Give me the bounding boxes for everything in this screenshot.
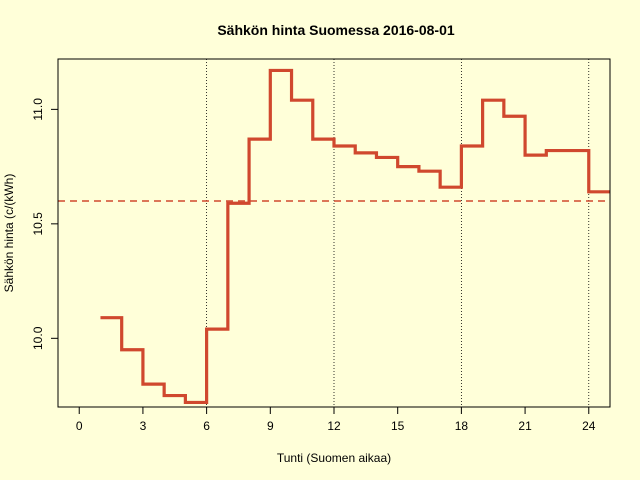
x-tick-label: 18 <box>455 419 469 433</box>
price-step-line <box>100 68 610 405</box>
y-tick-label: 10.5 <box>31 212 45 236</box>
chart-title: Sähkön hinta Suomessa 2016-08-01 <box>217 22 455 38</box>
x-tick-label: 3 <box>140 419 147 433</box>
plot-area: 0 3 6 9 12 15 18 21 24 10.0 10.5 11.0 <box>31 58 611 433</box>
x-tick-label: 9 <box>267 419 274 433</box>
x-tick-label: 0 <box>76 419 83 433</box>
y-tick-label: 10.0 <box>31 326 45 350</box>
x-tick-label: 15 <box>391 419 405 433</box>
x-axis-label: Tunti (Suomen aikaa) <box>277 451 391 465</box>
x-tick-label: 24 <box>582 419 596 433</box>
x-tick-label: 21 <box>518 419 532 433</box>
x-tick-label: 12 <box>327 419 341 433</box>
x-tick-label: 6 <box>203 419 210 433</box>
y-tick-label: 11.0 <box>31 98 45 121</box>
y-axis-label: Sähkön hinta (c/(kWh) <box>2 174 16 293</box>
